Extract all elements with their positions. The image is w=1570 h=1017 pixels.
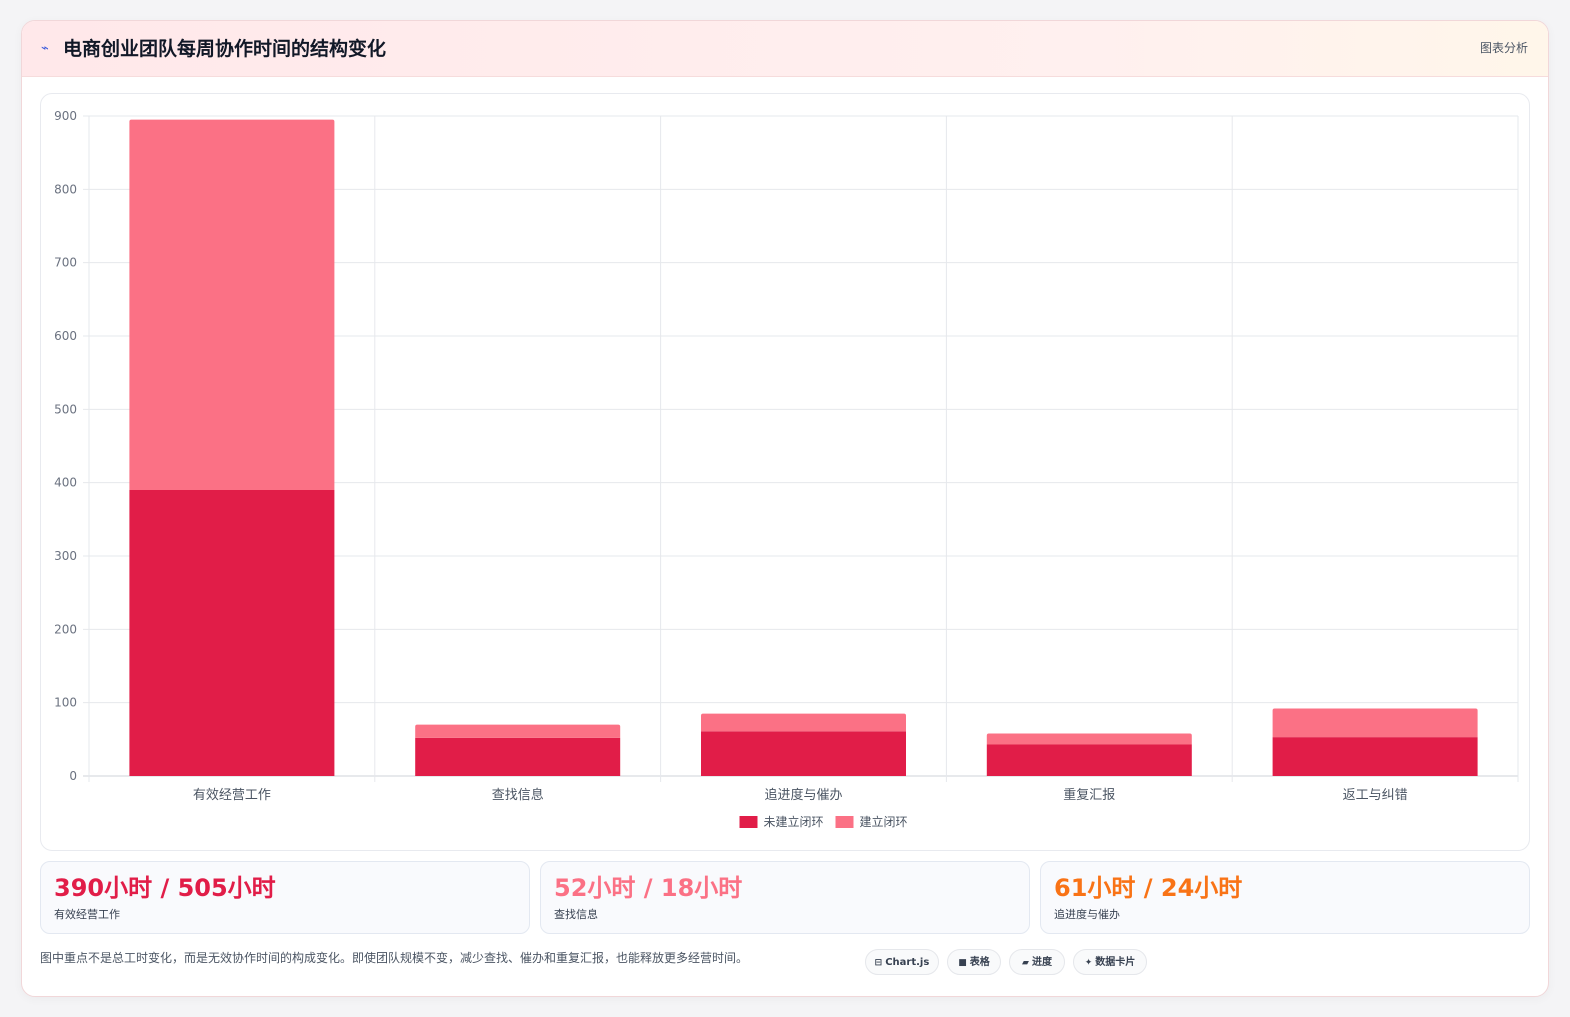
y-tick-label: 0 xyxy=(69,769,77,783)
y-tick-label: 900 xyxy=(54,109,77,123)
stat-card-effective-work: 390小时 / 505小时 有效经营工作 xyxy=(40,861,530,934)
bar-segment xyxy=(701,713,906,732)
bar-segment xyxy=(415,724,621,738)
y-tick-label: 700 xyxy=(54,256,77,270)
bar-segment xyxy=(1272,708,1478,738)
y-tick-label: 800 xyxy=(54,182,77,196)
y-tick-label: 500 xyxy=(54,402,77,416)
progress-icon: ▰ xyxy=(1022,958,1029,968)
chart-analysis-tag: 图表分析 xyxy=(1479,41,1528,55)
y-tick-label: 300 xyxy=(54,549,77,563)
pill-label: 进度 xyxy=(1031,957,1052,968)
stat-label: 查找信息 xyxy=(554,908,598,921)
stat-card-follow-up: 61小时 / 24小时 追进度与催办 xyxy=(1040,861,1530,934)
x-tick-label: 有效经营工作 xyxy=(193,788,271,803)
legend-label: 建立闭环 xyxy=(860,814,908,829)
legend-swatch xyxy=(739,816,758,828)
y-tick-label: 100 xyxy=(54,696,77,710)
chart-card: ⌁ 电商创业团队每周协作时间的结构变化 图表分析 0 100 200 300 400 50… xyxy=(21,20,1549,997)
card-header: ⌁ 电商创业团队每周协作时间的结构变化 图表分析 xyxy=(22,21,1548,77)
bar-segment xyxy=(701,731,906,776)
y-tick-label: 400 xyxy=(54,476,77,490)
pill-label: Chart.js xyxy=(885,957,930,968)
bar-segment xyxy=(129,490,335,776)
trend-icon: ⌁ xyxy=(41,41,49,56)
pill-data-card[interactable]: ✦ 数据卡片 xyxy=(1073,949,1147,975)
stat-card-search-info: 52小时 / 18小时 查找信息 xyxy=(540,861,1030,934)
sparkle-icon: ✦ xyxy=(1084,958,1093,968)
stacked-bar-chart: 0 100 200 300 400 500 600 700 800 900 有效经营工作 查找信息 追进… xyxy=(54,109,1519,829)
page-title: 电商创业团队每周协作时间的结构变化 xyxy=(63,38,387,60)
x-tick-label: 查找信息 xyxy=(492,787,544,803)
y-tick-label: 200 xyxy=(54,622,77,636)
bar-segment xyxy=(1272,737,1478,776)
legend-swatch xyxy=(835,816,854,828)
chart-icon: ⊟ xyxy=(874,958,883,968)
legend-label: 未建立闭环 xyxy=(764,814,824,829)
stat-label: 有效经营工作 xyxy=(54,908,120,921)
table-icon: ■ xyxy=(958,958,967,968)
bar-segment xyxy=(415,737,621,776)
x-tick-label: 追进度与催办 xyxy=(764,787,842,803)
y-tick-label: 600 xyxy=(54,329,77,343)
footer-note: 图中重点不是总工时变化，而是无效协作时间的构成变化。即使团队规模不变，减少查找、… xyxy=(40,951,749,965)
bar-segment xyxy=(986,733,1192,745)
pill-table[interactable]: ■ 表格 xyxy=(947,949,1001,975)
stat-value: 61小时 / 24小时 xyxy=(1054,874,1243,902)
stat-value: 390小时 / 505小时 xyxy=(54,874,276,902)
pill-chartjs[interactable]: ⊟ Chart.js xyxy=(865,949,939,975)
bar-segment xyxy=(129,119,335,491)
bar-segment xyxy=(986,744,1192,776)
stat-label: 追进度与催办 xyxy=(1054,908,1120,921)
pill-label: 表格 xyxy=(969,957,990,968)
x-tick-label: 返工与纠错 xyxy=(1343,788,1408,803)
chart-panel: 0 100 200 300 400 500 600 700 800 900 有效经营工作 查找信息 追进… xyxy=(40,93,1530,851)
x-tick-label: 重复汇报 xyxy=(1063,787,1115,803)
pill-progress[interactable]: ▰ 进度 xyxy=(1009,949,1065,975)
pill-label: 数据卡片 xyxy=(1095,957,1136,968)
stat-value: 52小时 / 18小时 xyxy=(554,874,743,902)
